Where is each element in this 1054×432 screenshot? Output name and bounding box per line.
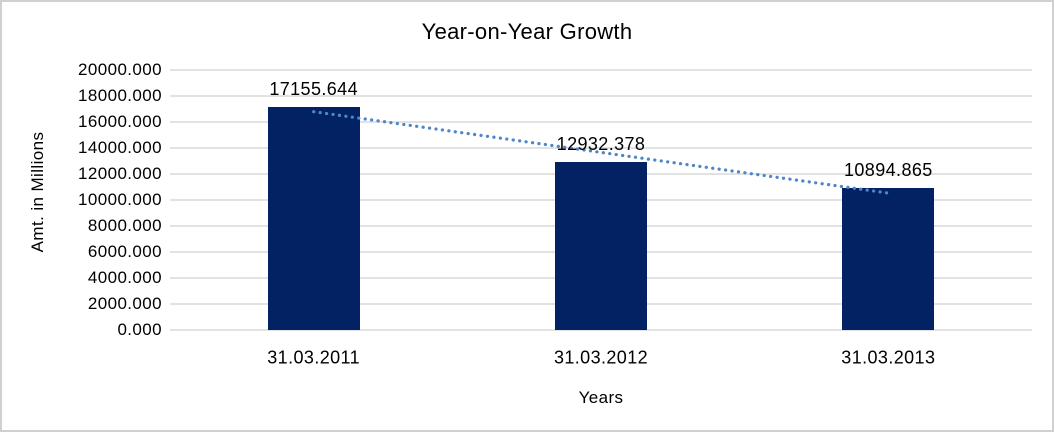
- bar: [555, 161, 647, 330]
- x-axis-title: Years: [578, 388, 624, 407]
- data-label: 17155.644: [269, 78, 358, 99]
- data-label: 10894.865: [843, 160, 933, 181]
- trendline: [312, 110, 890, 195]
- x-category-label: 31.03.2013: [841, 347, 936, 368]
- y-tick-label: 16000.000: [78, 112, 162, 131]
- bar: [267, 106, 360, 330]
- x-category-label: 31.03.2012: [553, 347, 649, 368]
- data-label: 12932.378: [556, 133, 646, 154]
- bar: [842, 188, 935, 330]
- y-tick-label: 2000.000: [87, 294, 162, 313]
- chart-title: Year-on-Year Growth: [421, 19, 633, 44]
- y-tick-label: 18000.000: [78, 86, 162, 105]
- y-tick-label: 14000.000: [78, 138, 162, 157]
- x-category-label: 31.03.2011: [267, 347, 361, 368]
- trendline-layer: [312, 110, 890, 195]
- y-tick-label: 12000.000: [78, 164, 162, 183]
- y-tick-label: 20000.000: [78, 60, 162, 79]
- y-tick-label: 4000.000: [87, 268, 162, 287]
- y-tick-label: 6000.000: [87, 242, 162, 261]
- y-tick-label: 8000.000: [87, 216, 162, 235]
- y-tick-label: 0.000: [117, 320, 162, 339]
- y-tick-label: 10000.000: [78, 190, 162, 209]
